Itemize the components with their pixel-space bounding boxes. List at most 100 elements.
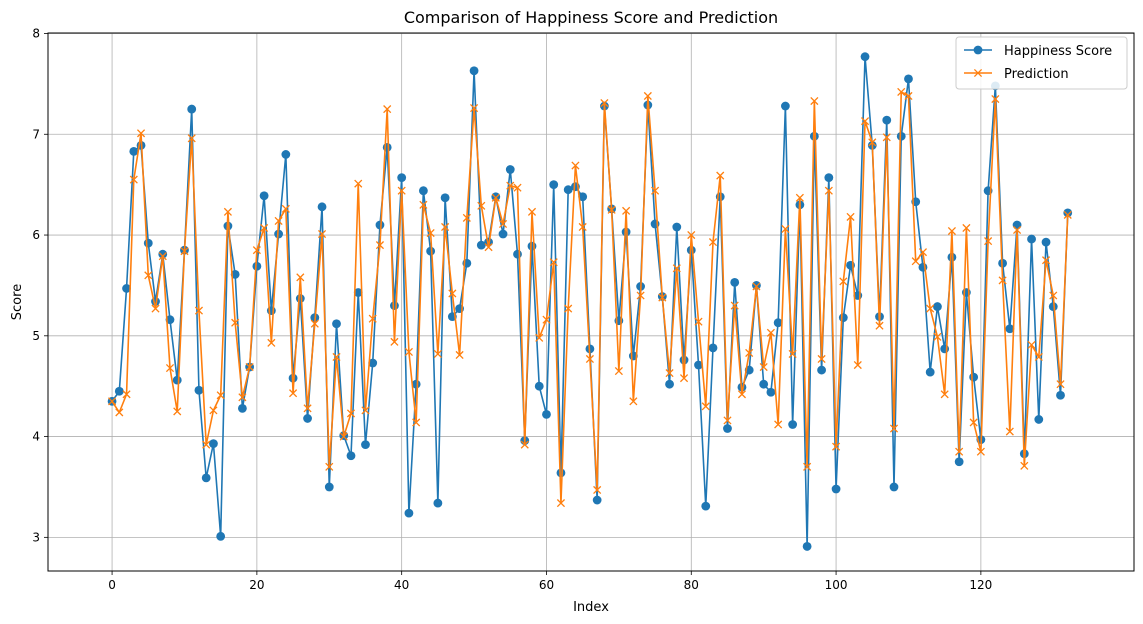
data-point (556, 468, 566, 478)
data-point (694, 317, 703, 326)
x-tick-label: 20 (249, 578, 264, 592)
data-point (780, 101, 790, 111)
data-point (180, 247, 189, 256)
data-point (766, 387, 776, 397)
data-point (346, 451, 356, 461)
data-point (303, 404, 312, 413)
data-point (672, 264, 681, 273)
data-point (143, 238, 153, 248)
data-point (947, 252, 957, 262)
data-point (289, 389, 298, 398)
data-point (708, 343, 718, 353)
data-point (310, 319, 319, 328)
data-point (173, 407, 182, 416)
data-point (969, 418, 978, 427)
data-point (853, 360, 862, 370)
data-point (875, 321, 884, 330)
data-point (781, 224, 790, 234)
data-point (679, 355, 689, 365)
data-point (470, 104, 479, 113)
data-point (201, 473, 211, 483)
y-tick-label: 4 (32, 430, 40, 444)
data-point (317, 202, 327, 212)
data-point (571, 161, 580, 170)
data-point (448, 289, 457, 298)
x-tick-label: 0 (108, 578, 116, 592)
data-point (976, 447, 985, 456)
data-point (252, 246, 261, 255)
data-point (433, 349, 442, 359)
series-layer (107, 52, 1073, 551)
data-point (303, 414, 312, 423)
data-point (643, 91, 652, 101)
x-tick-label: 60 (539, 578, 554, 592)
data-point (324, 482, 334, 492)
data-point (476, 240, 486, 250)
legend-item: Happiness Score (964, 44, 1112, 59)
data-point (498, 219, 508, 229)
data-point (527, 241, 537, 251)
data-point (556, 499, 566, 508)
data-point (882, 115, 892, 125)
data-point (353, 288, 363, 297)
data-point (716, 171, 725, 180)
legend: Happiness Score Prediction (955, 36, 1128, 90)
data-point (368, 314, 377, 323)
data-point (404, 347, 413, 356)
data-point (766, 328, 775, 337)
data-point (730, 278, 740, 287)
x-tick-label: 100 (825, 578, 848, 592)
data-point (759, 362, 768, 372)
data-point (665, 379, 674, 389)
data-point (752, 282, 761, 291)
y-tick-label: 7 (32, 127, 40, 141)
ticks: 0 20 40 60 80 100 120 3 4 5 6 7 8 (32, 27, 992, 592)
data-point (375, 241, 385, 250)
legend-label: Happiness Score (1004, 44, 1112, 59)
data-point (838, 313, 848, 323)
data-point (411, 379, 421, 389)
data-point (831, 484, 841, 494)
data-point (658, 293, 667, 302)
data-point (773, 318, 783, 328)
data-point (1041, 256, 1051, 265)
data-point (274, 216, 283, 225)
x-axis-title: Index (573, 600, 609, 615)
data-point (651, 186, 660, 195)
data-point (187, 104, 197, 114)
data-point (788, 349, 797, 359)
data-point (202, 440, 211, 449)
data-point (426, 228, 435, 238)
data-point (745, 348, 754, 357)
data-point (774, 420, 783, 429)
data-point (1005, 427, 1014, 436)
data-point (817, 354, 826, 364)
data-point (267, 338, 276, 347)
data-point (1041, 237, 1051, 247)
data-point (266, 306, 276, 316)
data-point (759, 379, 769, 389)
data-point (926, 304, 935, 313)
data-point (542, 315, 551, 324)
legend-item: Prediction (964, 67, 1069, 82)
data-point (412, 418, 421, 427)
data-point (723, 424, 732, 433)
data-point (708, 238, 718, 247)
data-point (390, 337, 399, 346)
data-point (723, 416, 732, 425)
data-point (904, 91, 913, 101)
data-point (672, 222, 682, 232)
data-point (629, 397, 638, 406)
data-point (803, 462, 812, 471)
data-point (593, 485, 602, 495)
data-point (484, 243, 493, 252)
data-point (1027, 234, 1036, 244)
data-point (824, 186, 833, 195)
data-point (947, 226, 956, 236)
data-point (477, 201, 486, 210)
data-point (882, 133, 891, 142)
data-point (542, 410, 551, 419)
data-point (889, 482, 899, 492)
data-point (897, 87, 906, 97)
data-point (506, 181, 515, 190)
